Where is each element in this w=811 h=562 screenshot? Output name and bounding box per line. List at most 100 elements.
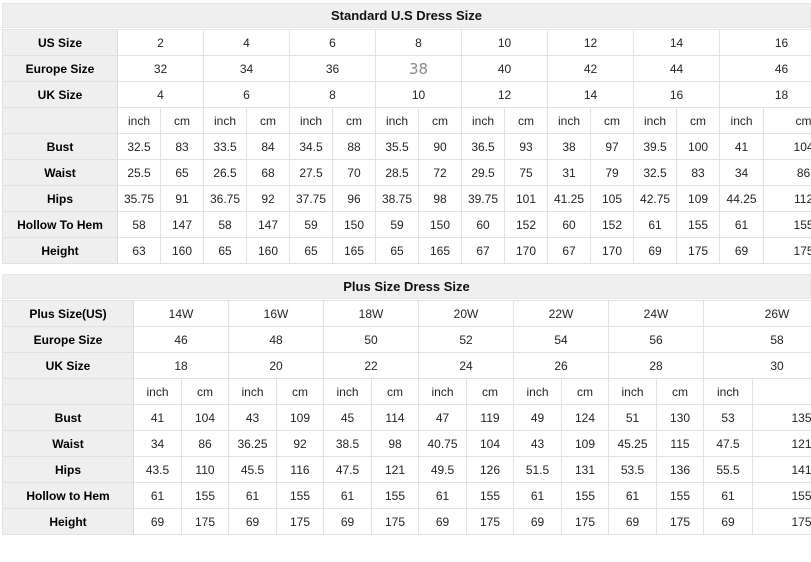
measure-cell: 109: [561, 430, 609, 457]
measure-row: Hips 35.75 91 36.75 92 37.75 96 38.75 98 39.75 101…: [2, 185, 811, 212]
row-label: Bust: [2, 133, 118, 160]
unit-cell: cm: [418, 107, 462, 134]
measure-cell: 32.5: [117, 133, 161, 160]
measure-cell: 59: [375, 211, 419, 238]
unit-cell: cm: [656, 378, 704, 405]
measure-cell: 65: [289, 237, 333, 264]
row-label: Waist: [2, 430, 134, 457]
measure-cell: 36.25: [228, 430, 277, 457]
measure-cell: 41: [133, 404, 182, 431]
size-cell: 22W: [513, 300, 609, 327]
unit-cell: cm: [503, 107, 549, 134]
unit-cell: cm: [332, 107, 376, 134]
measure-row: Waist 34 86 36.25 92 38.5 98 40.75 104 43 109 45.25…: [2, 430, 811, 457]
row-label: [2, 107, 118, 134]
measure-cell: 152: [503, 211, 549, 238]
measure-cell: 155: [466, 482, 514, 509]
unit-cell: inch: [289, 107, 333, 134]
measure-cell: 67: [461, 237, 505, 264]
measure-cell: 175: [752, 508, 811, 535]
measure-cell: 45: [323, 404, 372, 431]
measure-cell: 155: [676, 211, 721, 238]
measure-row: Waist 25.5 65 26.5 68 27.5 70 28.5 72 29.5 75 31 79 3…: [2, 159, 811, 186]
measure-cell: 69: [633, 237, 678, 264]
measure-cell: 104: [466, 430, 514, 457]
measure-cell: 86: [763, 159, 811, 186]
row-label: Europe Size: [2, 55, 118, 82]
row-label: UK Size: [2, 352, 134, 379]
size-cell: 10: [375, 81, 462, 108]
size-cell: 10: [460, 29, 549, 56]
measure-cell: 175: [466, 508, 514, 535]
measure-cell: 51.5: [513, 456, 562, 483]
measure-cell: 150: [418, 211, 462, 238]
size-cell: 16W: [228, 300, 324, 327]
measure-cell: 175: [371, 508, 419, 535]
measure-cell: 175: [561, 508, 609, 535]
measure-cell: 131: [561, 456, 609, 483]
measure-cell: 69: [418, 508, 467, 535]
plus-size-section: Plus Size Dress Size Plus Size(US) 14W 16W…: [2, 274, 811, 535]
measure-cell: 49: [513, 404, 562, 431]
measure-cell: 55.5: [703, 456, 753, 483]
measure-cell: 65: [203, 237, 247, 264]
unit-cell: inch: [513, 378, 562, 405]
measure-cell: 58: [203, 211, 247, 238]
measure-cell: 155: [276, 482, 324, 509]
unit-cell: inch: [461, 107, 505, 134]
size-cell: 54: [513, 326, 609, 353]
measure-cell: 61: [228, 482, 277, 509]
measure-row: Bust 32.5 83 33.5 84 34.5 88 35.5 90 36.5 93 38 97 39…: [2, 133, 811, 160]
measure-cell: 35.75: [117, 185, 161, 212]
size-cell: 28: [608, 352, 704, 379]
size-cell: 30: [703, 352, 811, 379]
measure-cell: 92: [246, 185, 290, 212]
size-cell: 38: [375, 55, 462, 82]
size-cell: 44: [633, 55, 721, 82]
size-cell: 18: [133, 352, 229, 379]
row-label: US Size: [2, 29, 118, 56]
measure-cell: 84: [246, 133, 290, 160]
measure-cell: 43.5: [133, 456, 182, 483]
measure-cell: 165: [418, 237, 462, 264]
size-cell: 22: [323, 352, 419, 379]
measure-row: Hollow to Hem 61 155 61 155 61 155 61 155 61 155 61…: [2, 482, 811, 509]
measure-cell: 115: [656, 430, 704, 457]
measure-cell: 47: [418, 404, 467, 431]
measure-cell: 41: [719, 133, 765, 160]
size-cell: 24: [418, 352, 514, 379]
unit-cell: inch: [547, 107, 592, 134]
measure-row: Hips 43.5 110 45.5 116 47.5 121 49.5 126 51.5 131 5…: [2, 456, 811, 483]
measure-row: Height 63 160 65 160 65 165 65 165 67 170 67 170 69 17…: [2, 237, 811, 264]
measure-cell: 141: [752, 456, 811, 483]
measure-cell: 121: [752, 430, 811, 457]
size-cell: 40: [460, 55, 549, 82]
measure-cell: 175: [656, 508, 704, 535]
unit-cell: cm: [181, 378, 229, 405]
size-cell: 56: [608, 326, 704, 353]
measure-cell: 112: [763, 185, 811, 212]
size-cell: 36: [289, 55, 376, 82]
unit-cell: inch: [203, 107, 247, 134]
row-label: UK Size: [2, 81, 118, 108]
row-label: Hollow To Hem: [2, 211, 118, 238]
size-cell: 26: [513, 352, 609, 379]
unit-cell: inch: [703, 378, 753, 405]
size-row: Europe Size 32 34 36 38 40 42 44 46: [2, 55, 811, 82]
size-cell: 8: [375, 29, 462, 56]
measure-cell: 109: [276, 404, 324, 431]
unit-cell: inch: [719, 107, 765, 134]
measure-cell: 43: [513, 430, 562, 457]
measure-cell: 110: [181, 456, 229, 483]
measure-cell: 126: [466, 456, 514, 483]
measure-cell: 63: [117, 237, 161, 264]
measure-cell: 25.5: [117, 159, 161, 186]
plus-size-title: Plus Size Dress Size: [2, 274, 811, 299]
measure-cell: 93: [503, 133, 549, 160]
unit-cell: cm: [561, 378, 609, 405]
size-row: UK Size 4 6 8 10 12 14 16 18: [2, 81, 811, 108]
measure-cell: 37.75: [289, 185, 333, 212]
size-cell: 8: [289, 81, 376, 108]
size-cell: 4: [203, 29, 290, 56]
